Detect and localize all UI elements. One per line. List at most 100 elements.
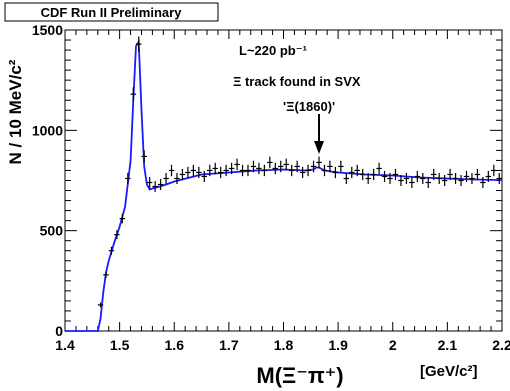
data-point	[163, 172, 169, 185]
data-point	[299, 166, 306, 179]
data-point	[119, 213, 126, 224]
data-point	[381, 170, 388, 183]
data-point	[436, 172, 442, 185]
data-point	[480, 177, 486, 188]
data-point	[458, 175, 464, 186]
data-point	[157, 179, 164, 190]
data-point	[305, 164, 311, 177]
data-point	[447, 168, 453, 181]
x-tick-label: 1.8	[274, 337, 294, 353]
data-point	[463, 170, 470, 183]
data-point	[250, 160, 257, 173]
data-point	[430, 168, 437, 181]
luminosity-label: L~220 pb⁻¹	[239, 43, 307, 58]
data-point	[310, 160, 317, 173]
data-point	[146, 177, 153, 188]
data-point	[217, 166, 224, 179]
x-tick-label: 1.4	[55, 337, 75, 353]
x-tick-label: 1.9	[328, 337, 348, 353]
data-point	[327, 160, 333, 173]
data-point	[261, 164, 268, 177]
y-axis-title: N / 10 MeV/c²	[6, 59, 25, 164]
axis-ticks	[64, 29, 503, 332]
banner-box	[4, 2, 219, 22]
y-tick-labels: 0 500 1000 1500	[32, 22, 63, 339]
x-axis-unit: [GeV/c²]	[420, 363, 478, 380]
data-point	[294, 160, 300, 173]
data-point	[338, 160, 344, 173]
data-point	[403, 172, 410, 185]
data-point	[441, 175, 448, 186]
data-point	[485, 170, 492, 183]
data-point	[245, 164, 251, 177]
resonance-label: 'Ξ(1860)'	[283, 99, 335, 114]
y-tick-label: 1500	[32, 22, 63, 38]
data-point	[114, 230, 120, 240]
data-points	[97, 36, 502, 308]
data-point	[365, 172, 371, 185]
x-tick-labels: 1.4 1.5 1.6 1.7 1.8 1.9 2 2.1 2.2	[55, 337, 510, 353]
data-point	[196, 166, 202, 179]
data-point	[321, 164, 328, 177]
banner-text: CDF Run II Preliminary	[41, 5, 183, 20]
data-point	[152, 181, 158, 192]
data-point	[491, 164, 497, 177]
x-tick-label: 2.1	[438, 337, 458, 353]
x-tick-label: 1.7	[219, 337, 239, 353]
data-point	[469, 172, 475, 185]
data-point	[387, 172, 393, 185]
data-point	[201, 170, 208, 183]
data-point	[185, 166, 191, 179]
data-point	[256, 162, 262, 175]
data-point	[136, 36, 142, 52]
data-point	[272, 162, 279, 175]
data-point	[420, 172, 426, 185]
data-point	[234, 158, 240, 171]
data-point	[425, 177, 431, 188]
data-point	[349, 166, 355, 179]
data-point	[359, 168, 366, 181]
data-point	[97, 302, 104, 308]
data-point	[223, 164, 229, 177]
data-point	[278, 160, 284, 173]
data-point	[125, 172, 131, 185]
data-point	[179, 168, 186, 181]
data-point	[228, 162, 235, 175]
x-tick-label: 2	[389, 337, 397, 353]
data-point	[316, 156, 322, 169]
resonance-arrow	[314, 114, 325, 154]
data-point	[398, 175, 404, 186]
data-point	[239, 164, 246, 177]
y-tick-label: 0	[55, 323, 63, 339]
data-point	[130, 87, 137, 102]
data-point	[343, 172, 350, 185]
data-point	[354, 164, 360, 177]
data-point	[283, 158, 289, 171]
data-point	[409, 177, 415, 188]
data-point	[103, 271, 109, 279]
data-point	[267, 156, 273, 169]
y-tick-label: 1000	[32, 122, 63, 138]
x-tick-label: 1.5	[110, 337, 130, 353]
data-point	[212, 162, 218, 175]
data-point	[496, 172, 502, 185]
data-point	[174, 172, 180, 185]
data-point	[474, 168, 481, 181]
data-point	[190, 164, 197, 177]
x-tick-label: 1.6	[165, 337, 185, 353]
data-point	[414, 170, 421, 183]
data-point	[141, 150, 147, 163]
data-point	[452, 172, 459, 185]
data-point	[207, 164, 213, 177]
data-point	[376, 162, 382, 175]
data-point	[288, 164, 295, 177]
data-point	[168, 164, 175, 177]
data-point	[332, 166, 339, 179]
x-tick-label: 2.2	[492, 337, 510, 353]
track-note-label: Ξ track found in SVX	[233, 74, 361, 89]
x-axis-title: M(Ξ⁻π⁺)	[256, 363, 343, 388]
data-point	[392, 168, 399, 181]
data-point	[108, 246, 115, 255]
data-point	[370, 168, 377, 181]
